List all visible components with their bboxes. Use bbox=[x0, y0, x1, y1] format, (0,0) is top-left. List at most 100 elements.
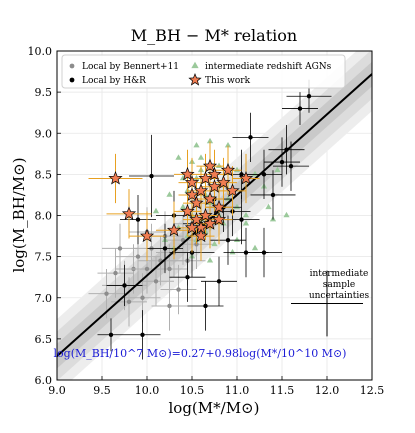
y-tick-label: 8.0 bbox=[35, 210, 53, 223]
hr-point bbox=[288, 163, 294, 169]
chart-title: M_BH − M* relation bbox=[131, 26, 297, 45]
series-this-work bbox=[88, 141, 260, 261]
legend-label: This work bbox=[205, 76, 251, 86]
this-work-point bbox=[202, 216, 218, 230]
this-work-point bbox=[207, 179, 222, 193]
hr-point bbox=[239, 217, 244, 222]
hr-point bbox=[149, 173, 154, 179]
legend-label: Local by H&R bbox=[82, 76, 146, 86]
x-axis-label: log(M*/M⊙) bbox=[169, 399, 260, 417]
this-work-point bbox=[211, 199, 227, 214]
hr-point bbox=[261, 250, 267, 255]
y-tick-label: 6.0 bbox=[35, 374, 53, 387]
x-tick-label: 9.5 bbox=[93, 384, 111, 397]
hr-point bbox=[261, 172, 267, 177]
this-work-point bbox=[198, 208, 213, 222]
this-work-point bbox=[216, 175, 231, 189]
hr-point bbox=[135, 217, 141, 222]
this-work-point bbox=[198, 171, 213, 185]
this-work-point bbox=[166, 222, 182, 237]
agn-point bbox=[242, 211, 250, 218]
x-tick-label: 10.0 bbox=[135, 384, 160, 397]
y-axis-label: log(M_BH/M⊙) bbox=[10, 157, 28, 272]
agn-point bbox=[224, 195, 232, 201]
y-tick-label: 8.5 bbox=[35, 168, 53, 181]
y-tick-label: 6.5 bbox=[35, 333, 53, 346]
agn-point bbox=[206, 137, 214, 144]
x-tick-label: 11.0 bbox=[225, 384, 250, 397]
agn-point bbox=[166, 191, 173, 197]
this-work-point bbox=[184, 175, 200, 189]
hr-point bbox=[140, 332, 145, 337]
agn-point bbox=[233, 203, 241, 210]
fit-equation: log(M_BH/10^7 M⊙)=0.27+0.98log(M*/10^10 … bbox=[54, 347, 347, 360]
bennert-point bbox=[104, 291, 109, 296]
legend-box bbox=[61, 54, 346, 89]
this-work-point bbox=[225, 183, 240, 197]
x-tick-label: 12.5 bbox=[360, 384, 385, 397]
this-work-point bbox=[202, 191, 218, 206]
legend-marker-bennert bbox=[69, 63, 75, 69]
hr-point bbox=[248, 135, 253, 140]
x-tick-label: 10.5 bbox=[180, 384, 205, 397]
bennert-point bbox=[167, 266, 172, 272]
agn-point bbox=[251, 244, 259, 251]
legend-marker-hr bbox=[69, 77, 75, 83]
x-tick-label: 11.5 bbox=[270, 384, 295, 397]
agn-point bbox=[211, 240, 218, 247]
this-work-point bbox=[180, 166, 195, 181]
legend-label: intermediate redshift AGNs bbox=[205, 62, 332, 72]
this-work-point bbox=[184, 187, 200, 201]
uncertainty-note-line2: sample bbox=[323, 280, 355, 290]
bennert-point bbox=[153, 279, 159, 284]
hr-point bbox=[297, 106, 303, 111]
this-work-point bbox=[139, 228, 155, 243]
this-work-point bbox=[211, 212, 227, 226]
hr-point bbox=[225, 237, 231, 243]
legend-marker-agn bbox=[191, 61, 199, 69]
this-work-point bbox=[202, 158, 218, 173]
agn-point bbox=[251, 170, 259, 177]
hr-point bbox=[279, 159, 285, 165]
this-work-point bbox=[121, 206, 137, 220]
y-tick-label: 9.0 bbox=[35, 127, 53, 140]
bennert-point bbox=[113, 270, 118, 276]
hr-point bbox=[203, 303, 208, 309]
this-work-point bbox=[189, 195, 204, 210]
hr-point bbox=[122, 283, 127, 288]
bennert-point bbox=[117, 246, 123, 251]
bennert-point bbox=[140, 295, 145, 300]
this-work-point bbox=[207, 166, 222, 181]
bennert-point bbox=[126, 299, 132, 305]
hr-point bbox=[162, 246, 168, 251]
agn-point bbox=[242, 220, 250, 226]
hr-point bbox=[270, 192, 276, 198]
this-work-point bbox=[220, 162, 236, 177]
agn-point bbox=[283, 211, 290, 218]
agn-point bbox=[179, 203, 187, 210]
legend: Local by Bennert+11 intermediate redshift… bbox=[61, 54, 346, 89]
legend-label: Local by Bennert+11 bbox=[82, 62, 179, 72]
hr-point bbox=[185, 274, 190, 280]
agn-point bbox=[274, 166, 281, 173]
agn-point bbox=[152, 207, 160, 214]
agn-point bbox=[229, 248, 236, 255]
bennert-point bbox=[144, 266, 150, 272]
this-work-point bbox=[193, 228, 209, 243]
bennert-point bbox=[167, 303, 172, 309]
hr-point bbox=[306, 94, 312, 99]
agn-point bbox=[175, 154, 182, 160]
uncertainty-note-line1: intermediate bbox=[310, 269, 369, 279]
hr-point bbox=[216, 279, 222, 284]
this-work-point bbox=[184, 220, 200, 234]
this-work-point bbox=[108, 171, 123, 185]
bennert-point bbox=[176, 287, 181, 292]
agn-point bbox=[206, 257, 214, 263]
agn-point bbox=[265, 203, 272, 210]
sample-uncertainty-marker bbox=[291, 270, 363, 337]
this-work-point bbox=[238, 171, 254, 185]
y-tick-label: 9.5 bbox=[35, 86, 53, 99]
y-tick-label: 7.5 bbox=[35, 251, 53, 264]
x-tick-label: 9.0 bbox=[48, 384, 66, 397]
